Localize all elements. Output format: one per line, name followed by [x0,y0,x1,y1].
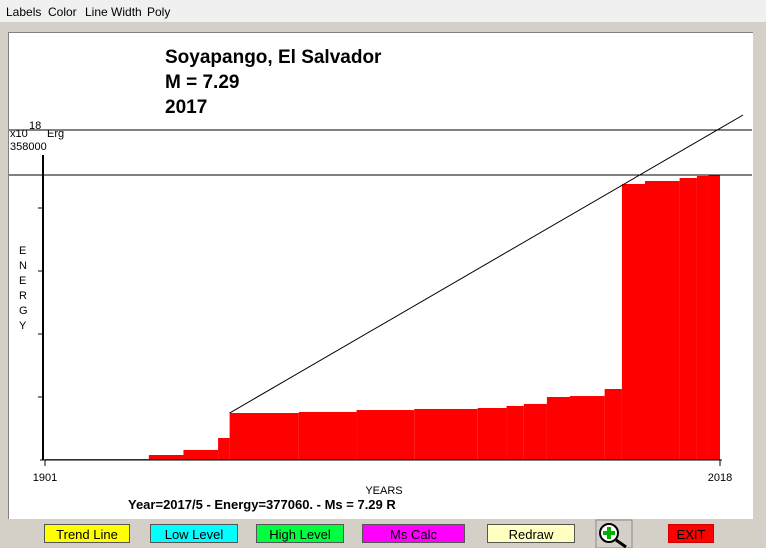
bar [229,413,299,460]
bar [546,397,570,460]
unit-name: Erg [47,128,64,140]
bar [506,405,524,460]
y-tick-label: 358000 [10,141,47,153]
title-line: Soyapango, El Salvador [165,47,382,68]
button[interactable]: Trend Line [44,524,130,543]
title-line: M = 7.29 [165,72,239,93]
bar [356,410,415,460]
bar [523,403,547,460]
button[interactable]: High Level [256,524,344,543]
x-tick-label: 2018 [708,472,732,484]
unit-base: x10 [10,128,28,140]
menu-item[interactable]: Color [48,5,77,19]
bar [148,454,184,460]
y-axis-label: ENERGY [19,245,28,332]
status-text: Year=2017/5 - Energy=377060. - Ms = 7.29… [128,497,396,512]
bar [298,411,357,460]
unit-exponent: 18 [29,120,41,132]
bar [477,407,507,460]
bar [696,175,709,461]
bar [708,175,720,460]
bar [604,388,622,460]
bar [645,180,680,460]
button[interactable]: Redraw [487,524,575,543]
trend-line [229,114,744,414]
bar [183,449,219,460]
menu-item[interactable]: Line Width [85,5,142,19]
bar [414,408,478,460]
zoom-button[interactable] [595,519,633,548]
x-tick-label: 1901 [33,472,57,484]
bar [218,438,230,460]
bar [621,183,645,460]
menu-item[interactable]: Labels [6,5,42,19]
title-line: 2017 [165,97,207,118]
x-axis-label: YEARS [365,485,402,497]
button[interactable]: Ms Calc [362,524,465,543]
menu-bar: Labels Color Line Width Poly [0,0,766,22]
button[interactable]: Low Level [150,524,238,543]
bar [679,177,697,461]
menu-item[interactable]: Poly [147,5,171,19]
button[interactable]: EXIT [668,524,714,543]
bar [570,396,605,460]
